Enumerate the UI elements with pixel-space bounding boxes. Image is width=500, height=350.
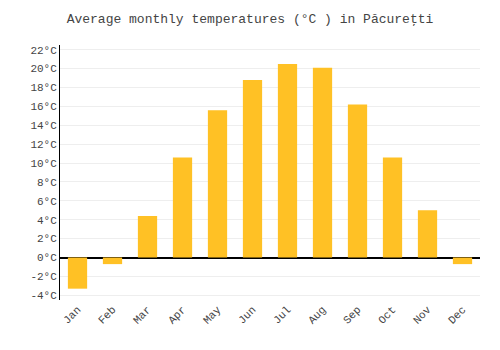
- svg-text:8°C: 8°C: [37, 177, 57, 189]
- svg-text:Nov: Nov: [411, 304, 434, 327]
- svg-text:Sep: Sep: [341, 304, 363, 326]
- svg-text:2°C: 2°C: [37, 233, 57, 245]
- svg-text:Apr: Apr: [166, 304, 188, 326]
- svg-text:-2°C: -2°C: [30, 271, 57, 283]
- svg-text:Average monthly temperatures (: Average monthly temperatures (°C ) in Pă…: [67, 12, 434, 27]
- svg-text:Jun: Jun: [236, 304, 258, 326]
- svg-text:18°C: 18°C: [30, 82, 57, 94]
- svg-text:16°C: 16°C: [30, 101, 57, 113]
- svg-text:Aug: Aug: [306, 304, 328, 326]
- svg-text:Jan: Jan: [61, 304, 83, 326]
- svg-text:Feb: Feb: [96, 304, 118, 326]
- svg-text:May: May: [201, 304, 224, 327]
- svg-text:4°C: 4°C: [37, 215, 57, 227]
- svg-text:22°C: 22°C: [30, 45, 57, 57]
- svg-text:20°C: 20°C: [30, 63, 57, 75]
- svg-text:0°C: 0°C: [37, 252, 57, 264]
- svg-text:Jul: Jul: [271, 304, 293, 326]
- svg-text:6°C: 6°C: [37, 196, 57, 208]
- svg-text:-4°C: -4°C: [30, 290, 57, 302]
- svg-text:12°C: 12°C: [30, 139, 57, 151]
- svg-text:Oct: Oct: [376, 304, 398, 326]
- svg-text:10°C: 10°C: [30, 158, 57, 170]
- svg-text:14°C: 14°C: [30, 120, 57, 132]
- svg-text:Dec: Dec: [446, 304, 468, 326]
- svg-text:Mar: Mar: [131, 304, 153, 326]
